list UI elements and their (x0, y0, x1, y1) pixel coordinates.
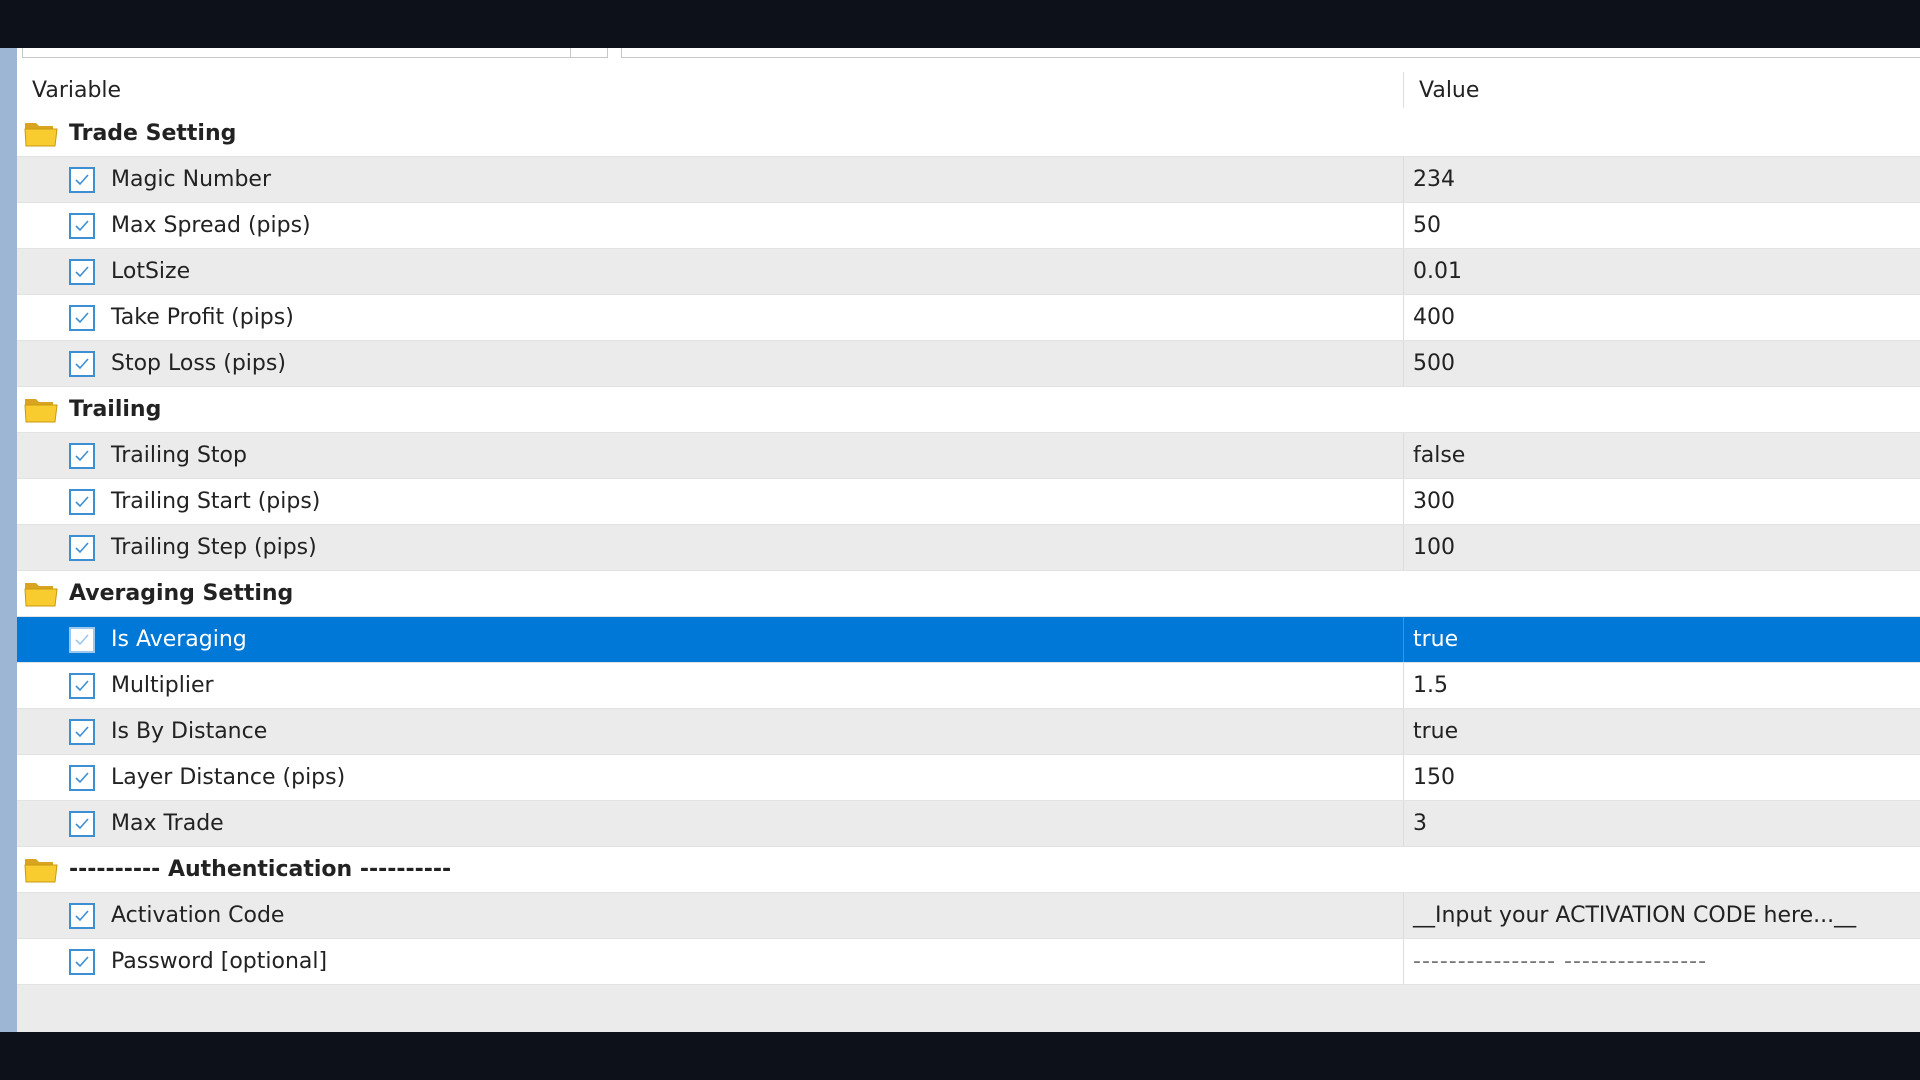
parameter-value[interactable]: 3 (1413, 811, 1427, 836)
column-separator[interactable] (1403, 72, 1404, 108)
parameter-value[interactable]: true (1413, 719, 1459, 744)
column-separator (1403, 433, 1404, 478)
checkbox-icon[interactable] (69, 535, 95, 561)
column-separator (1403, 249, 1404, 294)
group-title: Averaging Setting (69, 581, 294, 606)
parameter-row[interactable]: Trailing Step (pips) 100 (17, 525, 1920, 571)
parameter-name: Max Spread (pips) (111, 213, 311, 238)
column-separator (1403, 617, 1404, 662)
parameter-value[interactable]: 0.01 (1413, 259, 1462, 284)
column-header-variable[interactable]: Variable (32, 78, 122, 103)
parameter-name: Trailing Start (pips) (111, 489, 321, 514)
folder-icon (24, 855, 58, 883)
group-row[interactable]: Averaging Setting (17, 571, 1920, 617)
group-title: Trade Setting (69, 121, 237, 146)
checkbox-icon[interactable] (69, 627, 95, 653)
parameter-name: Trailing Stop (111, 443, 247, 468)
checkbox-icon[interactable] (69, 489, 95, 515)
column-separator (1403, 801, 1404, 846)
column-separator (1403, 341, 1404, 386)
parameter-row[interactable]: Max Spread (pips) 50 (17, 203, 1920, 249)
folder-icon (24, 119, 58, 147)
left-edge-strip (0, 48, 17, 1032)
parameter-name: Multiplier (111, 673, 214, 698)
parameter-row[interactable]: Multiplier 1.5 (17, 663, 1920, 709)
checkbox-icon[interactable] (69, 443, 95, 469)
parameter-value[interactable]: 300 (1413, 489, 1455, 514)
checkbox-icon[interactable] (69, 811, 95, 837)
parameter-row[interactable]: Layer Distance (pips) 150 (17, 755, 1920, 801)
checkbox-icon[interactable] (69, 351, 95, 377)
column-separator (1403, 525, 1404, 570)
parameter-row[interactable]: Trailing Stop false (17, 433, 1920, 479)
parameter-name: Magic Number (111, 167, 272, 192)
top-controls (17, 48, 1920, 60)
parameter-row[interactable]: Password [optional] ---------------- ----… (17, 939, 1920, 985)
inputs-panel: Variable Value Trade Setting Magic Number… (0, 48, 1920, 1032)
checkbox-icon[interactable] (69, 213, 95, 239)
column-separator (1403, 157, 1404, 202)
parameter-row[interactable]: Trailing Start (pips) 300 (17, 479, 1920, 525)
column-separator (1403, 295, 1404, 340)
group-row[interactable]: Trade Setting (17, 111, 1920, 157)
checkbox-icon[interactable] (69, 167, 95, 193)
parameter-row[interactable]: Max Trade 3 (17, 801, 1920, 847)
parameter-value[interactable]: false (1413, 443, 1466, 468)
parameter-value[interactable]: 500 (1413, 351, 1455, 376)
folder-icon (24, 579, 58, 607)
parameter-value[interactable]: 1.5 (1413, 673, 1448, 698)
checkbox-icon[interactable] (69, 765, 95, 791)
column-separator (1403, 893, 1404, 938)
checkbox-icon[interactable] (69, 949, 95, 975)
parameter-value[interactable]: 50 (1413, 213, 1441, 238)
column-separator (1403, 663, 1404, 708)
parameter-row[interactable]: Stop Loss (pips) 500 (17, 341, 1920, 387)
parameter-value[interactable]: 234 (1413, 167, 1455, 192)
expert-select[interactable] (22, 48, 572, 58)
parameter-name: Is By Distance (111, 719, 268, 744)
group-row[interactable]: ---------- Authentication ---------- (17, 847, 1920, 893)
parameter-name: Max Trade (111, 811, 224, 836)
expert-select-button[interactable] (570, 48, 608, 58)
grid-header: Variable Value (17, 58, 1920, 111)
checkbox-icon[interactable] (69, 719, 95, 745)
parameter-value[interactable]: 150 (1413, 765, 1455, 790)
parameter-value[interactable]: true (1413, 627, 1459, 652)
checkbox-icon[interactable] (69, 903, 95, 929)
parameter-row[interactable]: Is By Distance true (17, 709, 1920, 755)
parameter-name: Trailing Step (pips) (111, 535, 317, 560)
parameter-row[interactable]: Is Averaging true (17, 617, 1920, 663)
parameter-name: Activation Code (111, 903, 285, 928)
group-title: ---------- Authentication ---------- (69, 857, 452, 882)
parameter-name: Layer Distance (pips) (111, 765, 346, 790)
parameter-value[interactable]: 100 (1413, 535, 1455, 560)
column-separator (1403, 479, 1404, 524)
parameter-row[interactable]: Magic Number 234 (17, 157, 1920, 203)
parameter-value[interactable]: ---------------- ---------------- (1413, 949, 1708, 974)
inputs-grid: Variable Value Trade Setting Magic Number… (17, 58, 1920, 985)
group-title: Trailing (69, 397, 162, 422)
parameter-row[interactable]: Take Profit (pips) 400 (17, 295, 1920, 341)
checkbox-icon[interactable] (69, 259, 95, 285)
parameter-name: LotSize (111, 259, 191, 284)
group-row[interactable]: Trailing (17, 387, 1920, 433)
column-separator (1403, 709, 1404, 754)
parameter-name: Password [optional] (111, 949, 328, 974)
parameter-name: Is Averaging (111, 627, 247, 652)
parameter-value[interactable]: 400 (1413, 305, 1455, 330)
results-select[interactable] (621, 48, 1920, 58)
checkbox-icon[interactable] (69, 305, 95, 331)
column-header-value[interactable]: Value (1419, 78, 1480, 103)
parameter-value[interactable]: __Input your ACTIVATION CODE here...__ (1413, 903, 1857, 928)
column-separator (1403, 203, 1404, 248)
column-separator (1403, 939, 1404, 984)
column-separator (1403, 755, 1404, 800)
parameter-row[interactable]: Activation Code __Input your ACTIVATION C… (17, 893, 1920, 939)
checkbox-icon[interactable] (69, 673, 95, 699)
folder-icon (24, 395, 58, 423)
parameter-row[interactable]: LotSize 0.01 (17, 249, 1920, 295)
parameter-name: Take Profit (pips) (111, 305, 294, 330)
parameter-name: Stop Loss (pips) (111, 351, 286, 376)
